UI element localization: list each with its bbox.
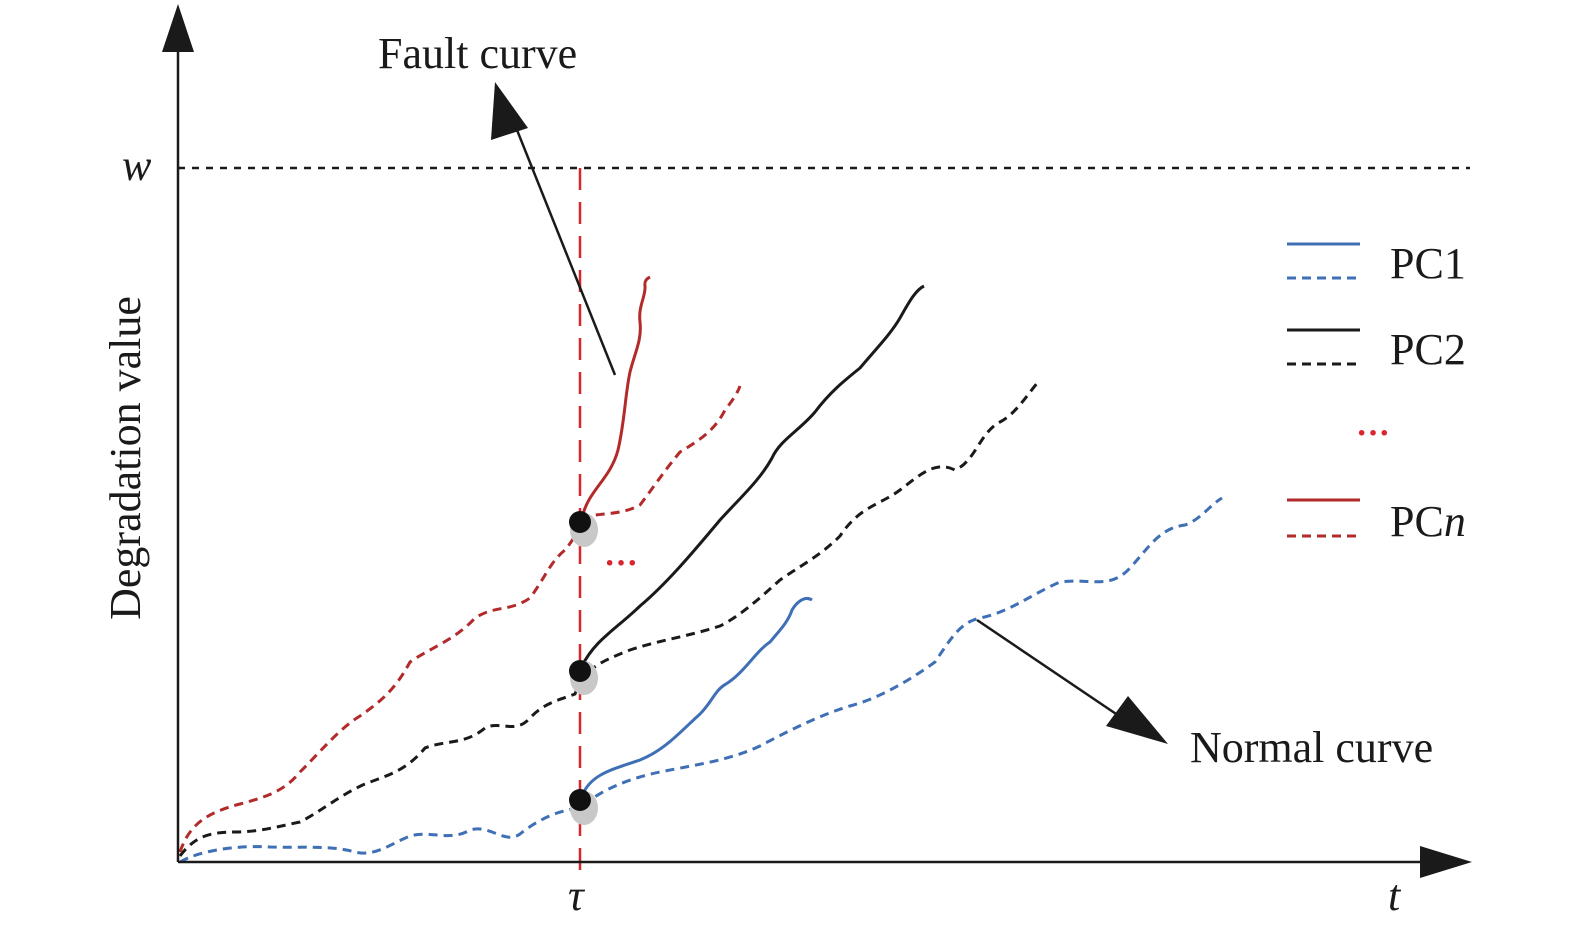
fault-callout-arrow — [513, 124, 617, 376]
threshold-label: w — [122, 141, 152, 190]
pc1-normal-curve — [179, 496, 1223, 864]
node-pc2 — [569, 660, 598, 695]
legend-pcn-label: PCn — [1390, 497, 1466, 546]
legend: PC1 PC2 ··· PCn — [1287, 239, 1466, 546]
y-axis-arrowhead — [162, 4, 194, 52]
normal-callout-arrowhead — [1106, 696, 1168, 744]
normal-curve-label: Normal curve — [1190, 723, 1433, 772]
legend-pc1-label: PC1 — [1390, 239, 1466, 288]
fault-callout-arrowhead — [491, 82, 528, 140]
tau-label: τ — [568, 871, 586, 920]
pc1-fault-curve — [580, 596, 813, 797]
pc2-fault-curve — [580, 284, 925, 667]
x-axis-label: t — [1388, 871, 1402, 920]
legend-ellipsis: ··· — [1356, 415, 1390, 452]
x-axis-arrowhead — [1420, 846, 1472, 878]
pcn-normal-curve — [178, 385, 742, 853]
fault-curve-label: Fault curve — [378, 29, 577, 78]
node-pcn — [569, 511, 598, 547]
mid-ellipsis: ··· — [604, 545, 638, 582]
legend-pc2-label: PC2 — [1390, 325, 1466, 374]
y-axis-label: Degradation value — [101, 296, 150, 620]
normal-callout-arrow — [976, 618, 1129, 724]
pc2-normal-curve — [178, 381, 1040, 857]
pcn-fault-curve — [580, 275, 651, 519]
node-pc1 — [569, 789, 598, 825]
